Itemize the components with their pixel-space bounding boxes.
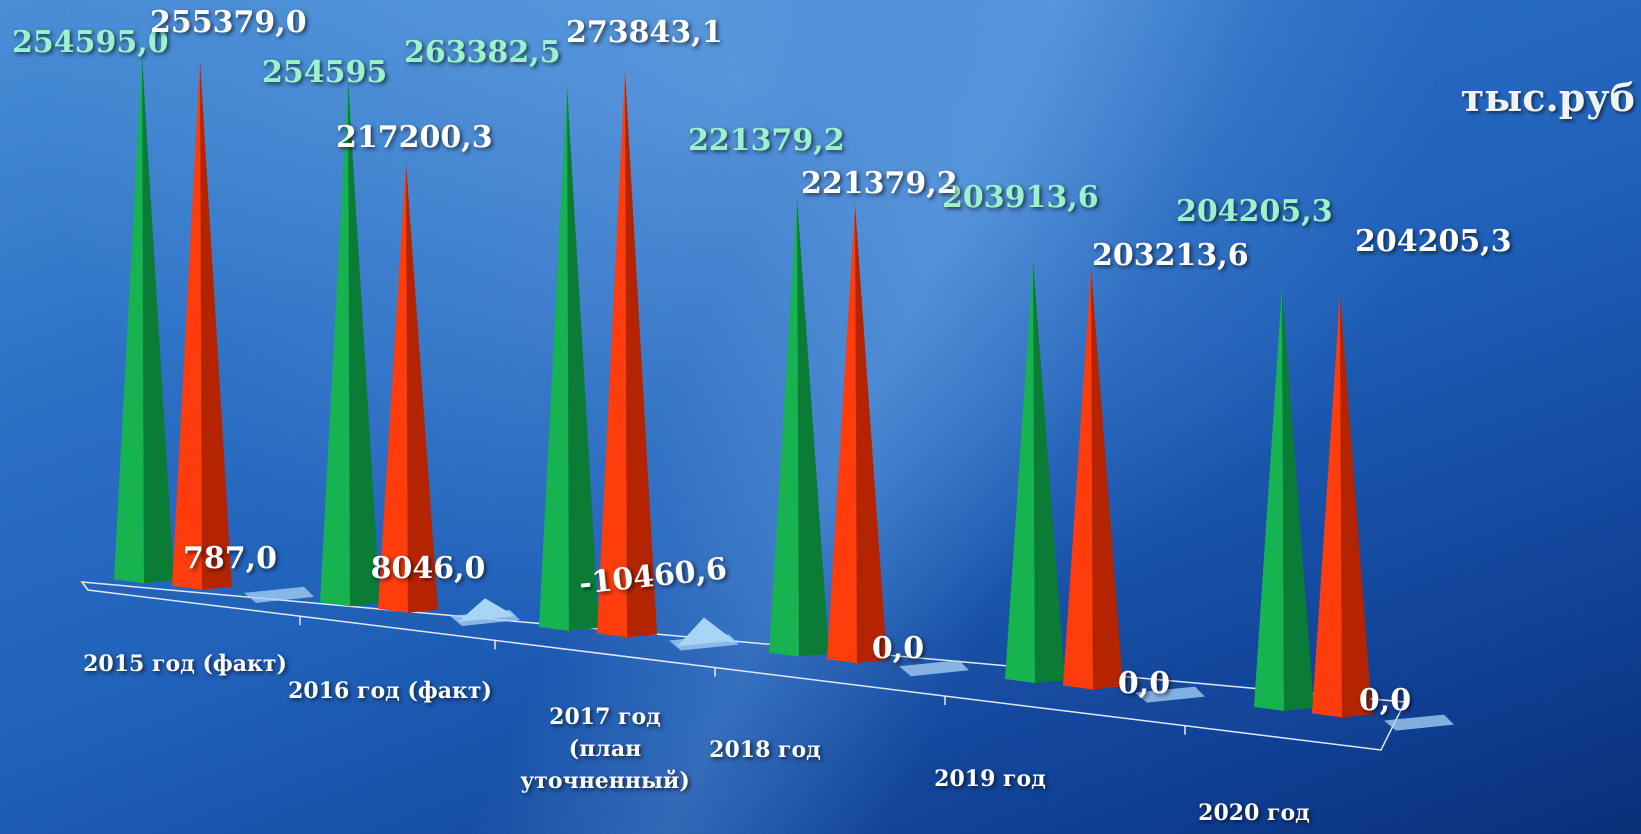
green-value-label: 254595,0 <box>12 25 169 60</box>
unit-label: тыс.руб <box>1460 75 1635 120</box>
diff-pyramid <box>677 617 734 647</box>
green-pyramid-front <box>1254 287 1284 711</box>
red-pyramid-front <box>827 204 857 664</box>
red-value-label: 217200,3 <box>336 120 493 155</box>
red-pyramid-side <box>1091 267 1123 690</box>
red-pyramid-side <box>1340 293 1372 718</box>
red-pyramid-front <box>597 70 627 638</box>
category-label: 2018 год <box>709 737 821 763</box>
diff-base <box>1135 686 1205 703</box>
red-value-label: 273843,1 <box>566 15 723 50</box>
green-pyramid-side <box>567 85 599 631</box>
green-pyramid-side <box>142 56 174 584</box>
red-value-label: 204205,3 <box>1355 224 1512 259</box>
diff-base <box>899 660 969 677</box>
diff-value-label: 8046,0 <box>371 551 486 586</box>
green-value-label: 254595 <box>262 55 387 90</box>
green-pyramid-side <box>348 79 380 607</box>
green-value-label: 204205,3 <box>1176 194 1333 229</box>
green-pyramid-side <box>1033 259 1065 684</box>
category-label: 2015 год (факт) <box>83 651 287 677</box>
red-value-label: 203213,6 <box>1092 238 1249 273</box>
red-pyramid-side <box>200 60 232 590</box>
category-label: уточненный) <box>520 768 690 794</box>
green-pyramid-front <box>1005 259 1035 684</box>
chart-marks <box>114 56 1454 731</box>
chart-floor <box>80 581 1407 751</box>
diff-value-label: 0,0 <box>1359 683 1411 718</box>
category-label: 2019 год <box>934 766 1046 792</box>
green-value-label: 221379,2 <box>688 123 845 158</box>
red-pyramid-front <box>1063 267 1093 690</box>
green-pyramid-side <box>1282 287 1314 711</box>
floor-edge <box>81 581 89 591</box>
red-pyramid-side <box>625 70 657 638</box>
red-pyramid-front <box>172 60 202 590</box>
diff-value-label: 0,0 <box>872 631 924 666</box>
red-pyramid-side <box>855 204 887 664</box>
category-labels: 2015 год (факт)2016 год (факт) 2017 год (п… <box>83 651 1310 826</box>
green-pyramid-front <box>320 79 350 607</box>
category-label: 2017 год <box>549 704 661 730</box>
diff-base <box>244 586 314 603</box>
diff-base <box>1384 714 1454 731</box>
green-pyramid-front <box>114 56 144 584</box>
diff-value-label: 0,0 <box>1118 666 1170 701</box>
red-pyramid-side <box>406 162 438 613</box>
category-label: 2020 год <box>1198 800 1310 826</box>
red-value-label: 255379,0 <box>150 5 307 40</box>
green-value-label: 263382,5 <box>404 35 561 70</box>
diff-value-label: 787,0 <box>183 541 277 576</box>
green-value-label: 203913,6 <box>942 180 1099 215</box>
green-pyramid-side <box>797 197 829 657</box>
category-label: (план <box>569 736 641 762</box>
red-value-label: 221379,2 <box>801 166 958 201</box>
diff-pyramid <box>458 598 515 622</box>
green-pyramid-front <box>539 85 569 631</box>
red-pyramid-front <box>1312 293 1342 718</box>
green-pyramid-front <box>769 197 799 657</box>
red-pyramid-front <box>378 162 408 613</box>
category-label: 2016 год (факт) <box>288 678 492 704</box>
